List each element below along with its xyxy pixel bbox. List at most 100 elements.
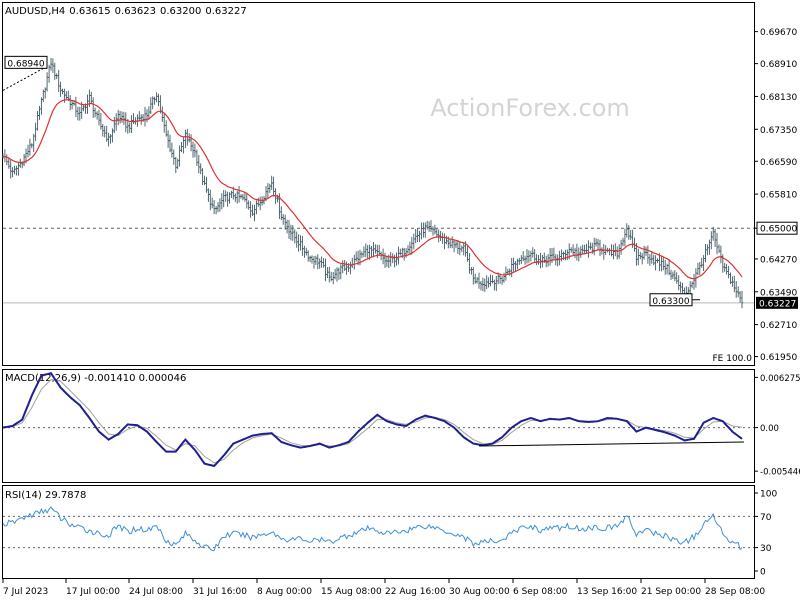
ohlc-bar <box>529 250 533 262</box>
ohlc-bar <box>593 237 596 256</box>
ohlc-bar <box>735 281 738 298</box>
ohlc-bar <box>55 73 58 80</box>
ohlc-bar <box>531 247 534 258</box>
macd-panel-frame <box>2 369 755 483</box>
rsi-tick-label: 70 <box>760 513 772 523</box>
ohlc-bar <box>297 234 300 252</box>
ohlc-bar <box>36 111 39 131</box>
ohlc-bar <box>690 281 694 289</box>
ohlc-bar <box>170 142 174 158</box>
time-tick-label: 30 Aug 00:00 <box>449 587 510 597</box>
ohlc-bar <box>646 245 650 264</box>
price-tick-label: 0.68910 <box>760 60 797 70</box>
ohlc-bar <box>589 242 592 250</box>
ohlc-bar <box>3 149 7 163</box>
ohlc-bar <box>571 244 575 256</box>
price-tick-label: 0.61950 <box>760 353 797 363</box>
ohlc-bar <box>5 154 8 166</box>
ohlc-bar <box>266 183 270 199</box>
annotation-low-label: 0.63300 <box>652 297 689 307</box>
ohlc-bar <box>99 112 103 130</box>
ohlc-bar <box>708 239 711 255</box>
annotation-box <box>4 55 48 69</box>
ohlc-bar <box>291 225 294 241</box>
price-axis: 0.69670 0.68910 0.68130 0.67350 0.66590 0.658… <box>754 28 798 363</box>
price-tick-label: 0.67350 <box>760 126 797 136</box>
price-chart-symbol: AUDUSD,H4 <box>5 6 65 17</box>
time-tick-label: 24 Jul 08:00 <box>129 587 183 597</box>
ohlc-bar <box>364 243 367 258</box>
ohlc-bar <box>216 202 220 213</box>
ohlc-bar <box>117 110 120 126</box>
ohlc-bar <box>654 255 657 271</box>
ohlc-bar <box>737 286 740 298</box>
macd-title: MACD(12,26,9) -0.001410 0.000046 <box>5 373 186 384</box>
ohlc-bar <box>115 113 118 131</box>
ohlc-bar <box>322 258 325 268</box>
ohlc-bar <box>477 272 481 289</box>
ohlc-bar <box>199 163 202 175</box>
ohlc-bar <box>581 244 584 254</box>
ohlc-bar <box>15 165 18 176</box>
ohlc-bar <box>90 91 93 105</box>
ohlc-bar <box>713 228 717 247</box>
ohlc-bar <box>312 256 316 269</box>
ohlc-bar <box>299 235 302 251</box>
ohlc-bar <box>733 275 736 293</box>
ohlc-bar <box>155 92 158 103</box>
ohlc-bar <box>209 189 212 211</box>
ohlc-bar <box>9 159 12 179</box>
ohlc-bar <box>172 149 175 165</box>
ohlc-bar <box>706 244 709 256</box>
ohlc-bar <box>681 282 684 294</box>
macd-plot <box>2 372 754 468</box>
ohlc-bar <box>623 228 627 247</box>
ohlc-bar <box>301 236 304 256</box>
ohlc-bar <box>109 134 112 144</box>
ohlc-bar <box>429 220 433 233</box>
ohlc-bar <box>174 156 177 174</box>
ohlc-bar <box>353 254 356 270</box>
ohlc-bar <box>727 265 730 279</box>
ma-line <box>3 99 743 280</box>
rsi-panel-frame <box>2 485 755 579</box>
ohlc-bar <box>191 141 195 158</box>
ohlc-bar <box>520 255 523 264</box>
ohlc-bar <box>725 263 728 275</box>
time-tick-label: 21 Sep 00:00 <box>641 587 701 597</box>
ohlc-bar <box>527 250 531 263</box>
ohlc-bar <box>93 107 97 118</box>
ohlc-bar <box>533 249 536 263</box>
ohlc-bar <box>324 258 327 282</box>
ohlc-bar <box>493 279 496 291</box>
ohlc-bar <box>366 245 369 259</box>
time-tick-label: 17 Jul 00:00 <box>66 587 120 597</box>
macd-tick-label: 0.00 <box>760 424 779 434</box>
ohlc-bar <box>426 220 429 230</box>
rsi-tick-label: 30 <box>760 544 772 554</box>
ohlc-bar <box>189 134 193 152</box>
ohlc-bar <box>639 251 642 260</box>
ohlc-bar <box>53 62 56 80</box>
ohlc-bar <box>439 231 442 241</box>
level-price-box <box>756 221 798 235</box>
ohlc-bar <box>449 239 452 249</box>
ohlc-bar <box>445 235 448 245</box>
ohlc-bar <box>207 188 210 202</box>
ohlc-bar <box>381 248 385 265</box>
ohlc-bar <box>280 206 283 221</box>
ohlc-bar <box>489 274 492 287</box>
ohlc-bar <box>420 222 423 240</box>
macd-main-line <box>2 372 743 468</box>
ohlc-bar <box>140 114 143 125</box>
ohlc-bar <box>738 291 742 303</box>
ohlc-bar <box>45 72 49 92</box>
price-tick-label: 0.68130 <box>760 93 797 103</box>
ohlc-bar <box>255 200 258 215</box>
ohlc-bar <box>585 243 588 254</box>
ohlc-bar <box>614 243 617 257</box>
ohlc-bar <box>293 229 296 244</box>
ohlc-bar <box>341 260 344 274</box>
ohlc-bar <box>470 266 473 275</box>
ohlc-bar <box>166 130 170 148</box>
